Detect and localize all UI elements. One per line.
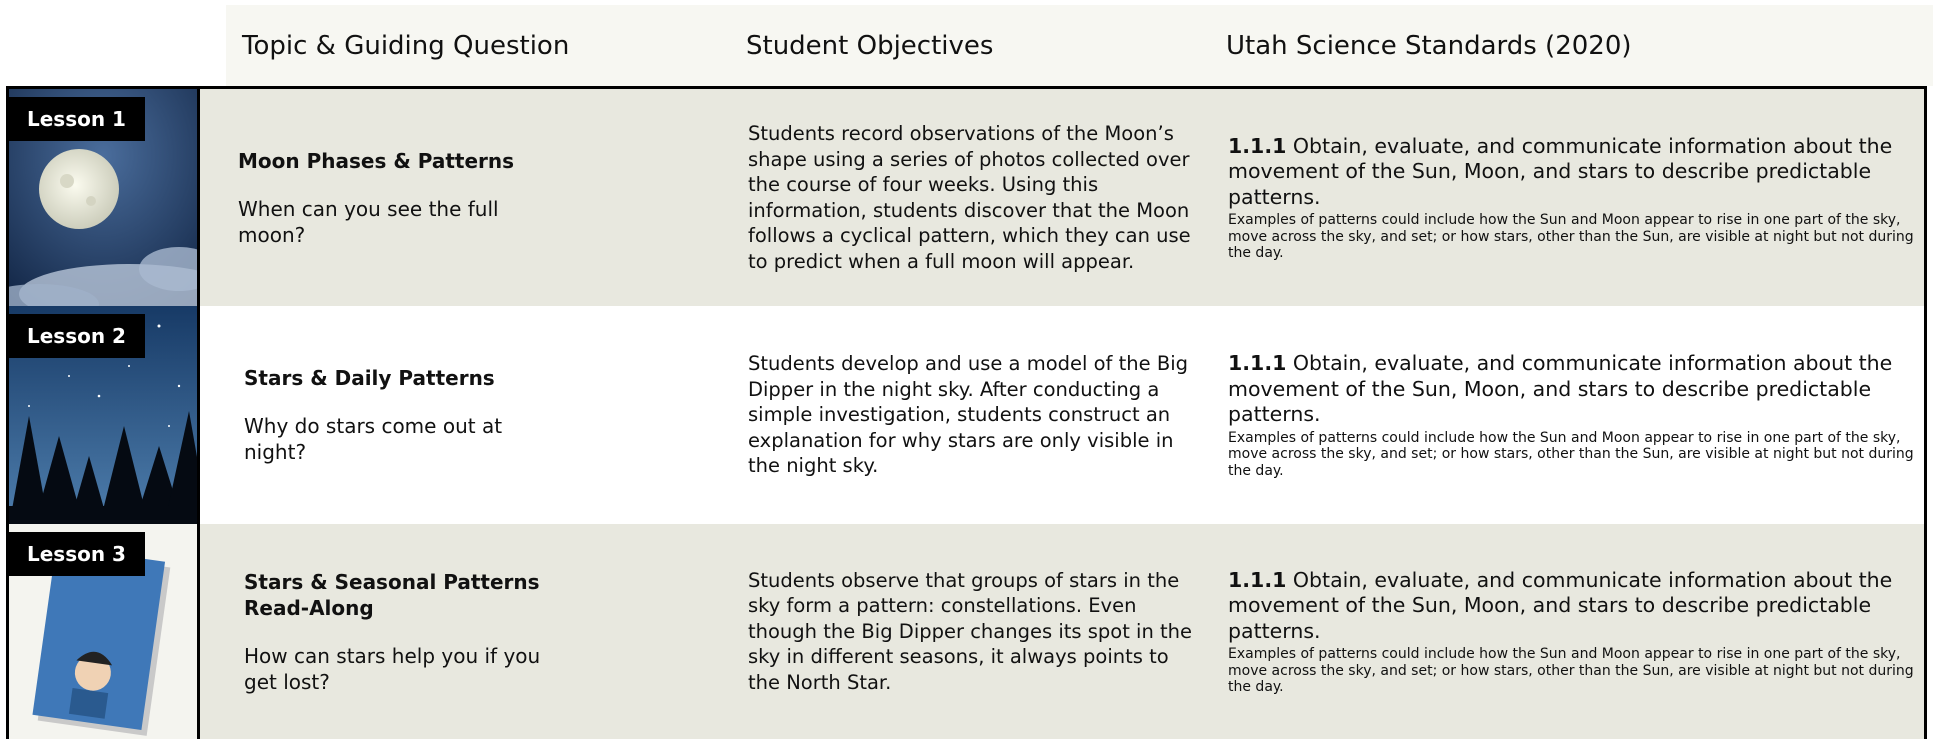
guiding-question: Why do stars come out at night?: [244, 414, 503, 464]
standard-text: Obtain, evaluate, and communicate inform…: [1228, 351, 1893, 426]
header: Topic & Guiding Question Student Objecti…: [226, 5, 1933, 86]
objectives-cell: Students develop and use a model of the …: [748, 306, 1193, 524]
standards-cell: 1.1.1 Obtain, evaluate, and communicate …: [1228, 89, 1918, 306]
lesson-row: Lesson 1 Moon Phases & Patterns When can y…: [9, 89, 1924, 306]
standard-text: Obtain, evaluate, and communicate inform…: [1228, 567, 1893, 643]
standard: 1.1.1 Obtain, evaluate, and communicate …: [1228, 568, 1918, 645]
standard-code: 1.1.1: [1228, 133, 1287, 158]
column-header: Topic & Guiding Question: [242, 30, 570, 61]
objectives-cell: Students record observations of the Moon…: [748, 89, 1193, 306]
lesson-badge: Lesson 1: [9, 97, 145, 141]
objectives: Students observe that groups of stars in…: [748, 568, 1193, 694]
standards-cell: 1.1.1 Obtain, evaluate, and communicate …: [1228, 524, 1918, 739]
column-header: Student Objectives: [746, 30, 994, 61]
standard: 1.1.1 Obtain, evaluate, and communicate …: [1228, 134, 1918, 211]
standard-text: Obtain, evaluate, and communicate inform…: [1228, 133, 1893, 209]
topic-title: Moon Phases & Patterns: [238, 148, 515, 173]
guiding-question: How can stars help you if you get lost?: [244, 643, 541, 694]
topic-cell: Stars & Daily Patterns Why do stars come …: [244, 306, 544, 524]
standards-cell: 1.1.1 Obtain, evaluate, and communicate …: [1228, 306, 1918, 524]
objectives-cell: Students observe that groups of stars in…: [748, 524, 1193, 739]
topic-title: Stars & Daily Patterns: [244, 366, 495, 390]
lesson-image: Lesson 1: [9, 89, 200, 306]
topic-title: Stars & Seasonal Patterns Read-Along: [244, 569, 540, 620]
objectives: Students record observations of the Moon…: [748, 122, 1191, 273]
standard-examples: Examples of patterns could include how t…: [1228, 212, 1914, 261]
standard: 1.1.1 Obtain, evaluate, and communicate …: [1228, 351, 1918, 428]
standard-code: 1.1.1: [1228, 351, 1287, 375]
objectives: Students develop and use a model of the …: [748, 352, 1188, 478]
column-header: Utah Science Standards (2020): [1226, 30, 1632, 61]
lesson-badge: Lesson 2: [9, 314, 145, 358]
standard-examples: Examples of patterns could include how t…: [1228, 646, 1914, 695]
standard-examples: Examples of patterns could include how t…: [1228, 429, 1914, 479]
lesson-image: Lesson 3: [9, 524, 200, 739]
lesson-row: Lesson 2 Stars & Daily Patterns Why do sta…: [9, 306, 1924, 524]
standard-code: 1.1.1: [1228, 567, 1287, 592]
topic-cell: Moon Phases & Patterns When can you see t…: [238, 89, 538, 306]
lesson-image: Lesson 2: [9, 306, 200, 524]
topic-cell: Stars & Seasonal Patterns Read-Along How …: [244, 524, 544, 739]
lesson-table: Lesson 1 Moon Phases & Patterns When can y…: [6, 86, 1927, 739]
guiding-question: When can you see the full moon?: [238, 196, 499, 247]
lesson-badge: Lesson 3: [9, 532, 145, 576]
lesson-row: Lesson 3 Stars & Seasonal Patterns Read-A…: [9, 524, 1924, 739]
